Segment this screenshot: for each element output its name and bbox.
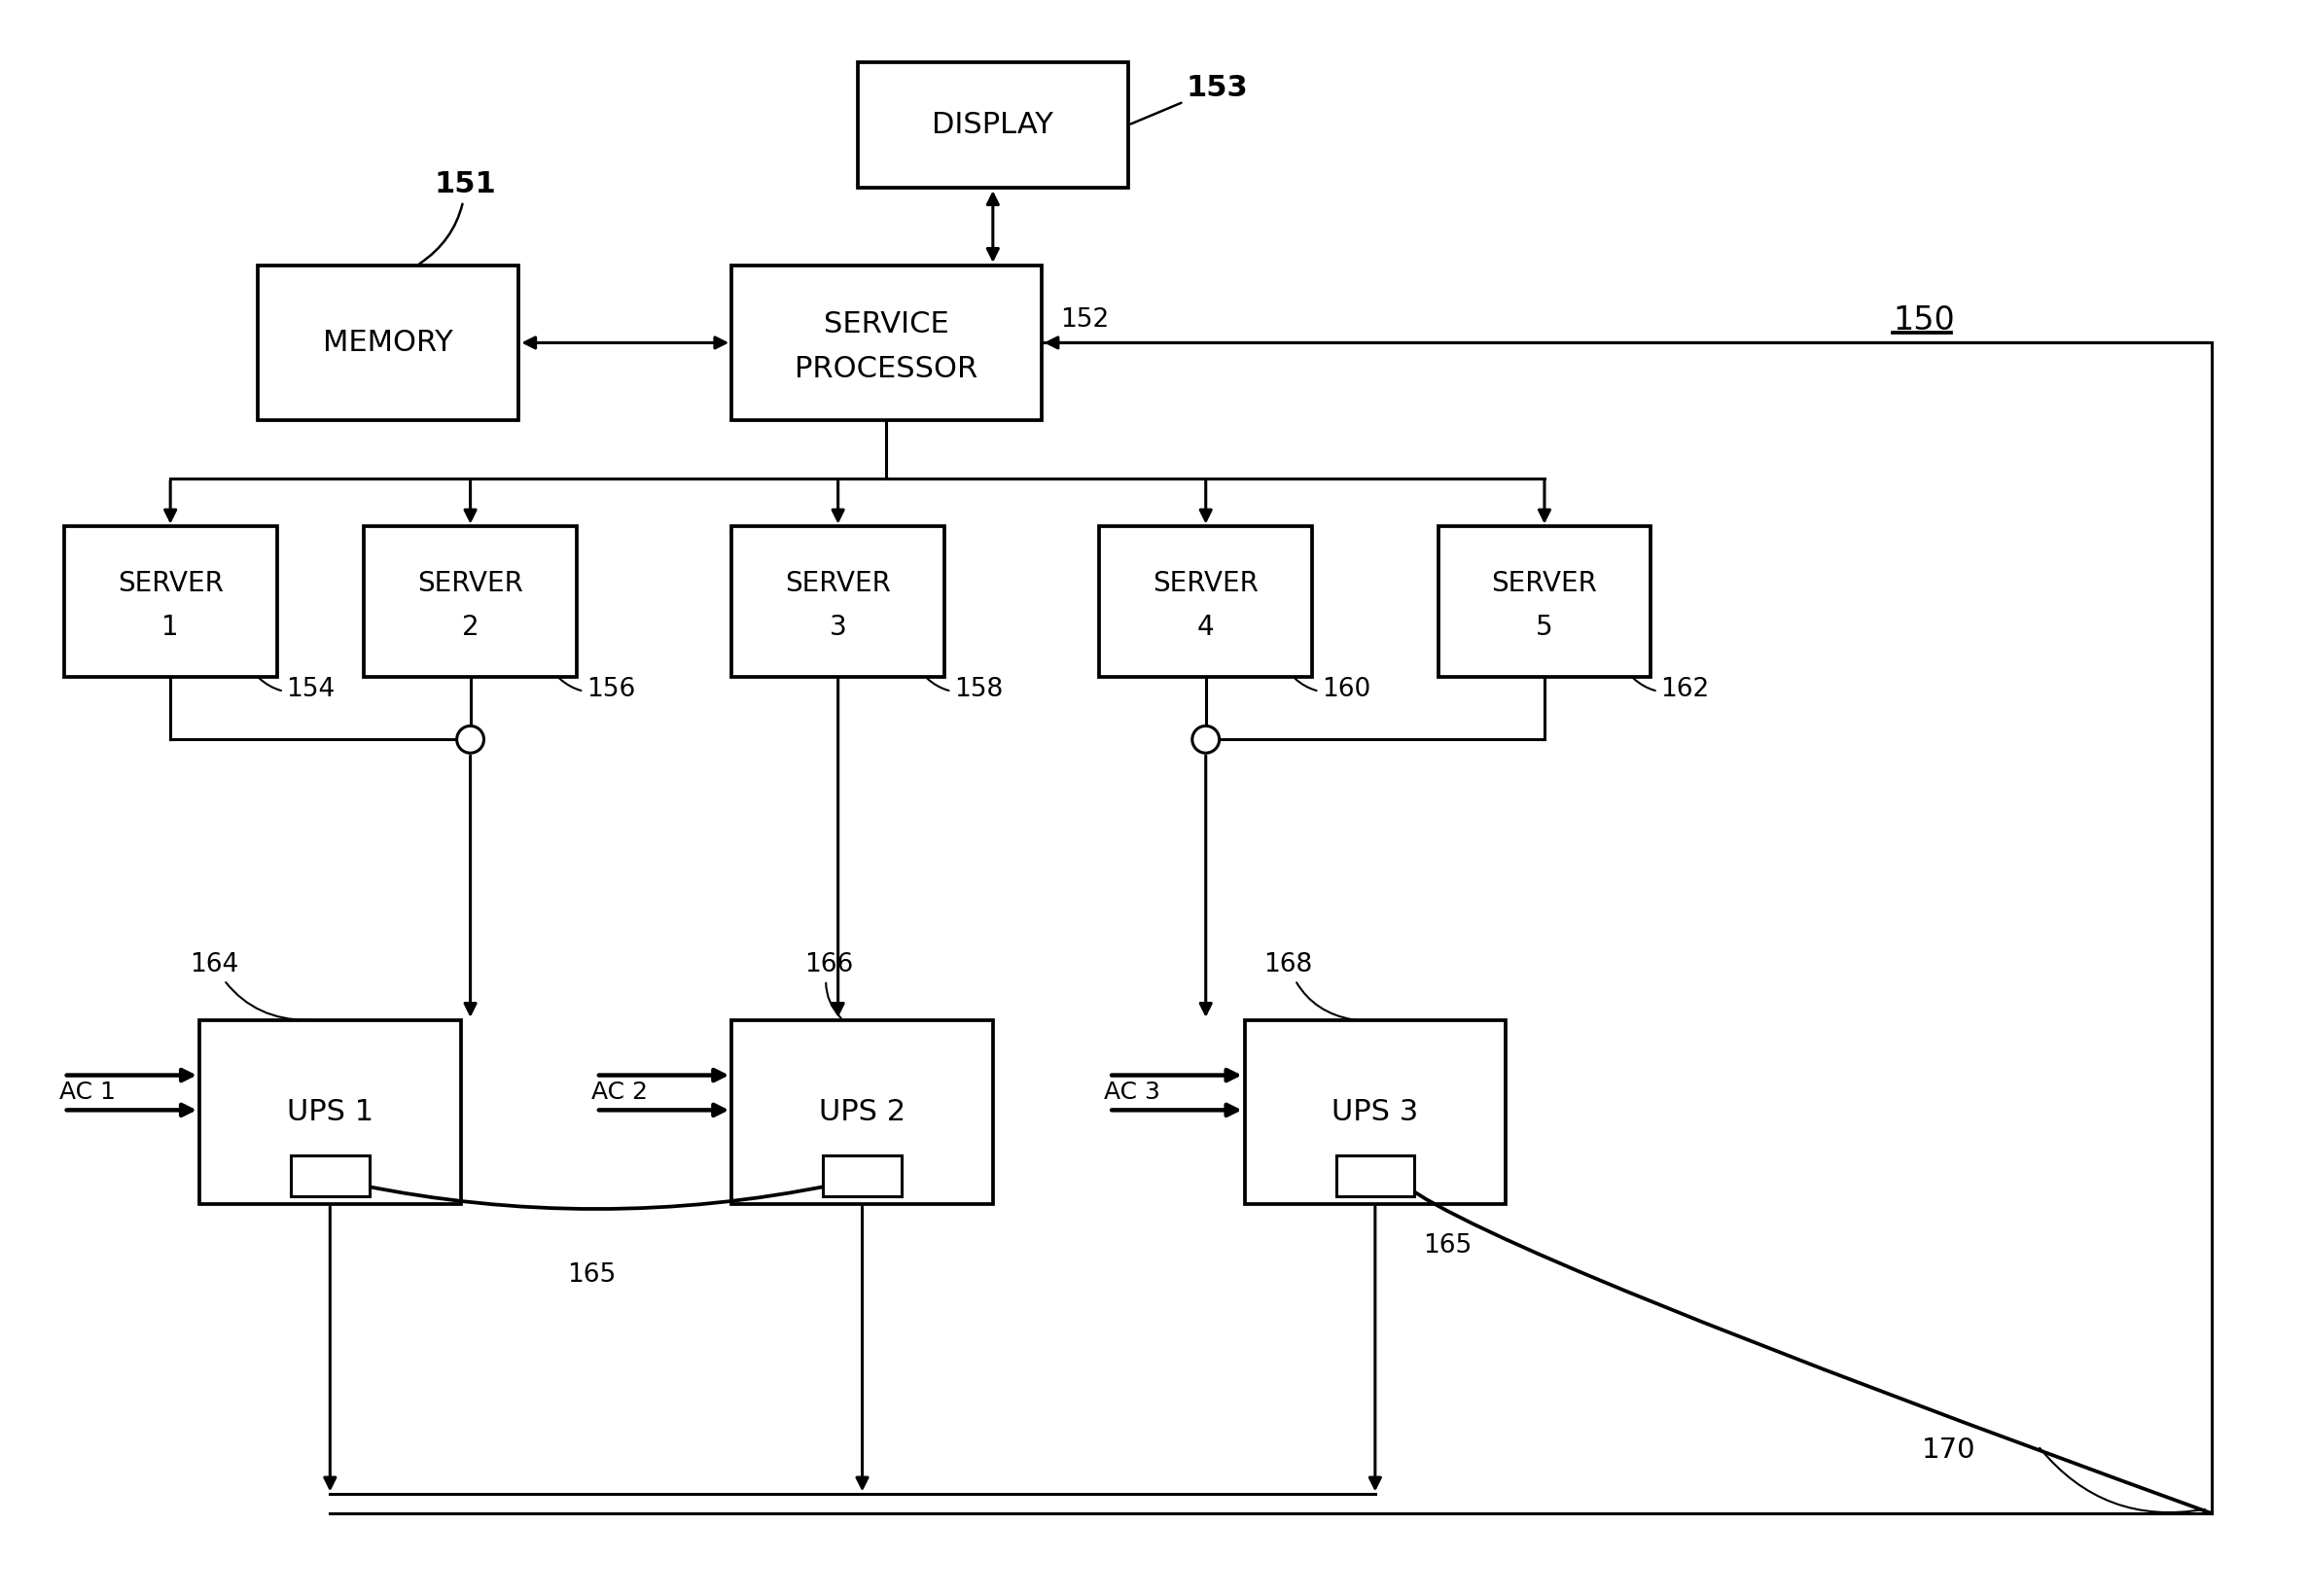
Text: 150: 150 (1893, 303, 1955, 337)
Text: 153: 153 (1131, 73, 1249, 124)
Bar (65, 527, 277, 677)
Bar (1244, 1020, 1505, 1203)
Text: 165: 165 (1424, 1234, 1473, 1258)
Text: SERVICE: SERVICE (824, 310, 949, 338)
Text: MEMORY: MEMORY (323, 329, 452, 358)
Text: 170: 170 (1923, 1436, 1976, 1464)
Text: 5: 5 (1535, 613, 1553, 640)
Text: 3: 3 (829, 613, 847, 640)
Bar (856, 62, 1129, 188)
Text: 1: 1 (162, 613, 180, 640)
Text: 152: 152 (1062, 308, 1110, 334)
Bar (732, 265, 1041, 420)
Text: UPS 1: UPS 1 (286, 1098, 374, 1127)
Text: 4: 4 (1198, 613, 1214, 640)
Bar (258, 265, 519, 420)
Circle shape (457, 726, 485, 753)
Bar (1336, 1156, 1415, 1195)
Text: 166: 166 (803, 953, 854, 1018)
Text: AC 1: AC 1 (60, 1080, 115, 1104)
Text: 162: 162 (1634, 677, 1710, 702)
Text: 2: 2 (462, 613, 480, 640)
Text: UPS 2: UPS 2 (819, 1098, 905, 1127)
Text: UPS 3: UPS 3 (1332, 1098, 1419, 1127)
Text: 158: 158 (928, 677, 1004, 702)
Text: AC 3: AC 3 (1103, 1080, 1161, 1104)
Bar (1099, 527, 1313, 677)
Bar (732, 1020, 992, 1203)
Bar (824, 1156, 902, 1195)
Text: 151: 151 (420, 171, 496, 263)
Text: 164: 164 (189, 953, 307, 1020)
Circle shape (1193, 726, 1219, 753)
Text: PROCESSOR: PROCESSOR (794, 354, 979, 383)
Bar (291, 1156, 369, 1195)
Text: DISPLAY: DISPLAY (932, 110, 1055, 139)
Text: SERVER: SERVER (785, 570, 891, 597)
Text: SERVER: SERVER (1152, 570, 1258, 597)
Text: SERVER: SERVER (1491, 570, 1597, 597)
Text: SERVER: SERVER (118, 570, 224, 597)
Text: 156: 156 (559, 677, 635, 702)
Text: 165: 165 (568, 1262, 616, 1288)
Text: 160: 160 (1295, 677, 1371, 702)
Bar (365, 527, 577, 677)
Text: 154: 154 (258, 677, 335, 702)
Bar (1438, 527, 1650, 677)
Text: AC 2: AC 2 (591, 1080, 649, 1104)
Text: 168: 168 (1265, 953, 1352, 1020)
Bar (198, 1020, 462, 1203)
Text: SERVER: SERVER (418, 570, 524, 597)
Bar (732, 527, 944, 677)
